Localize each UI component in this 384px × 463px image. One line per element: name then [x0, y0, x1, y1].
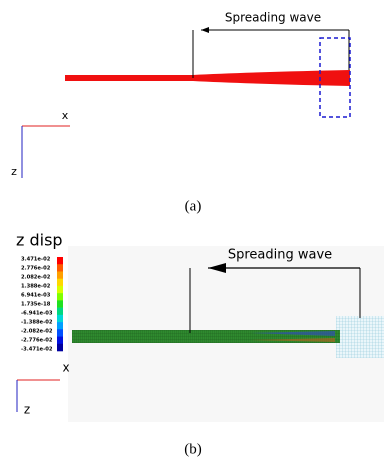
- colorbar-swatch: [57, 286, 63, 294]
- colorbar-label: -6.941e-03: [21, 311, 53, 317]
- specimen: [65, 70, 350, 86]
- colorbar-label: 3.471e-02: [21, 257, 51, 263]
- axis-x-label: x: [62, 361, 69, 375]
- colorbar-swatch: [57, 344, 63, 352]
- colorbar-label: 2.082e-02: [21, 275, 51, 281]
- axis-x-label: x: [62, 109, 69, 122]
- annotation: Spreading wave: [228, 248, 332, 263]
- axis-z-label: z: [11, 165, 17, 178]
- colorbar-swatch: [57, 322, 63, 330]
- colorbar-label: 1.735e-18: [21, 302, 51, 308]
- colorbar-swatch: [57, 329, 63, 337]
- colorbar-label: -2.776e-02: [21, 338, 53, 344]
- mesh-grid: [336, 316, 384, 358]
- colorbar-swatch: [57, 308, 63, 316]
- colorbar-label: -3.471e-02: [21, 347, 53, 353]
- colorbar-title: z disp: [16, 231, 63, 250]
- axis-z-label: z: [24, 403, 30, 417]
- colorbar-swatch: [57, 337, 63, 345]
- colorbar-swatch: [57, 293, 63, 301]
- colorbar-label: 6.941e-03: [21, 293, 51, 299]
- colorbar-swatch: [57, 264, 63, 272]
- colorbar-label: 2.776e-02: [21, 266, 51, 272]
- colorbar-label: -2.082e-02: [21, 329, 53, 335]
- colorbar-swatch: [57, 271, 63, 279]
- colorbar-label: -1.388e-02: [21, 320, 53, 326]
- colorbar-swatch: [57, 279, 63, 287]
- annotation: Spreading wave: [225, 11, 321, 25]
- caption: (a): [185, 198, 202, 214]
- colorbar-swatch: [57, 315, 63, 323]
- panel-a: Spreading wave x z (a): [11, 11, 350, 215]
- colorbar-label: 1.388e-02: [21, 284, 51, 290]
- caption: (b): [184, 441, 202, 457]
- colorbar-swatch: [57, 300, 63, 308]
- panel-b: z disp Spreading wave x z (b) 3.471e-02 2…: [16, 231, 384, 458]
- colorbar-swatch: [57, 257, 63, 265]
- figure: Spreading wave x z (a) z disp Spreading …: [0, 0, 384, 463]
